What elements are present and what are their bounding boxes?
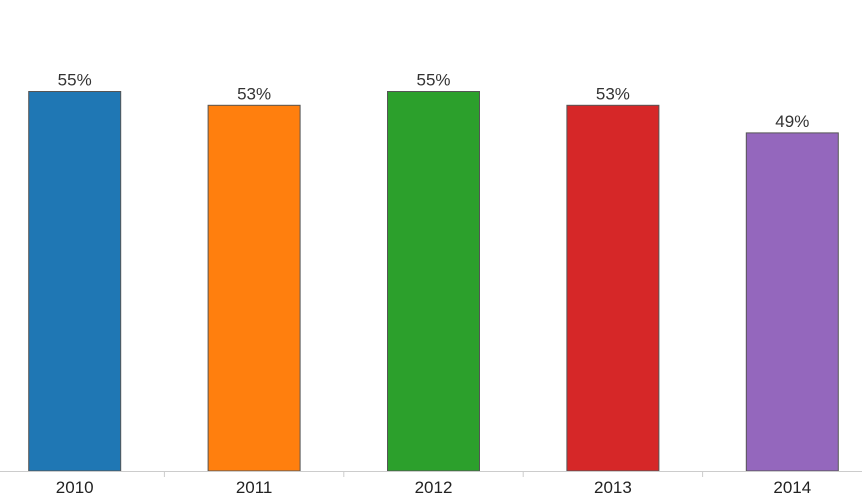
data-label-2010: 55%	[58, 71, 92, 90]
data-label-2013: 53%	[596, 84, 630, 103]
x-tick-label-2013: 2013	[594, 478, 632, 497]
bar-2012	[387, 91, 480, 472]
x-tick-label-2011: 2011	[236, 478, 273, 497]
data-label-2012: 55%	[416, 71, 450, 90]
data-label-2011: 53%	[237, 84, 271, 103]
bar-2014	[745, 132, 839, 472]
bars-layer	[28, 91, 839, 472]
x-tick-label-2010: 2010	[56, 478, 94, 497]
bar-2013	[566, 104, 660, 472]
bar-2011	[207, 104, 301, 472]
data-labels-layer: 55% 53% 55% 53% 49%	[58, 71, 810, 131]
bar-2010	[28, 91, 122, 472]
data-label-2014: 49%	[775, 112, 809, 131]
x-tick-label-2012: 2012	[415, 478, 453, 497]
x-tick-label-2014: 2014	[773, 478, 811, 497]
x-axis-ticks-layer: 2010 2011 2012 2013 2014	[56, 471, 811, 497]
